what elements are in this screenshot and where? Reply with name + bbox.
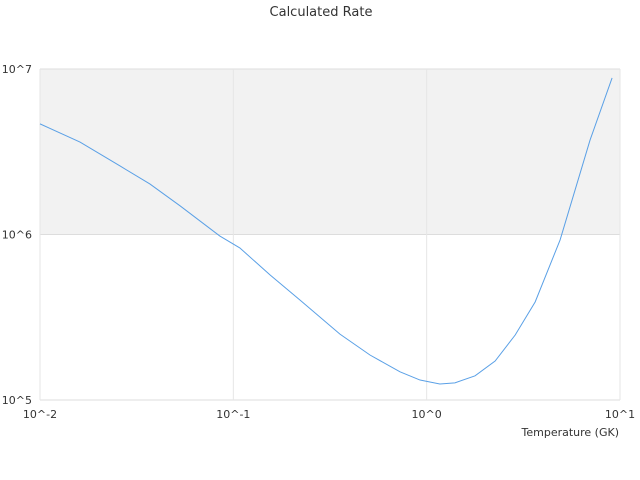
x-tick-label: 10^1 [605, 408, 635, 421]
line-series [39, 77, 613, 385]
x-axis-label: Temperature (GK) [521, 426, 620, 439]
chart-title: Calculated Rate [270, 5, 373, 20]
x-tick-label: 10^0 [412, 408, 442, 421]
x-tick-label: 10^-1 [216, 408, 250, 421]
y-tick-label: 10^5 [2, 394, 32, 407]
grid-band [40, 69, 620, 235]
y-tick-label: 10^6 [2, 229, 32, 242]
x-tick-label: 10^-2 [23, 408, 57, 421]
y-tick-label: 10^7 [2, 63, 32, 76]
